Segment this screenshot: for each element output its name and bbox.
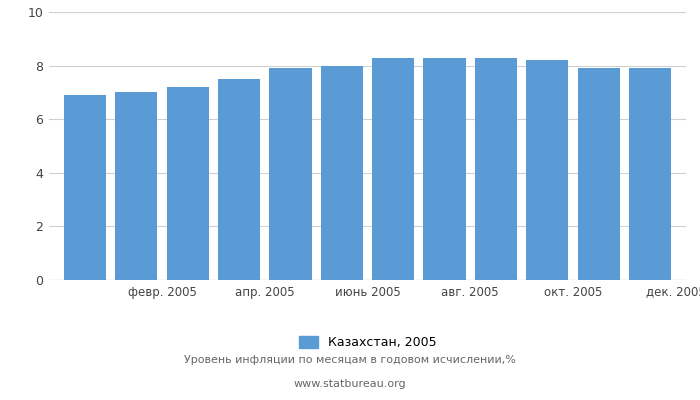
Bar (218, 79, 260, 280)
Bar (578, 68, 620, 280)
Bar (321, 66, 363, 280)
Bar (424, 58, 466, 280)
Bar (475, 58, 517, 280)
Bar (116, 92, 158, 280)
Bar (64, 95, 106, 280)
Text: www.statbureau.org: www.statbureau.org (294, 379, 406, 389)
Bar (167, 87, 209, 280)
Bar (629, 68, 671, 280)
Bar (526, 60, 568, 280)
Bar (270, 68, 312, 280)
Legend: Казахстан, 2005: Казахстан, 2005 (294, 331, 441, 354)
Bar (372, 58, 414, 280)
Text: Уровень инфляции по месяцам в годовом исчислении,%: Уровень инфляции по месяцам в годовом ис… (184, 355, 516, 365)
